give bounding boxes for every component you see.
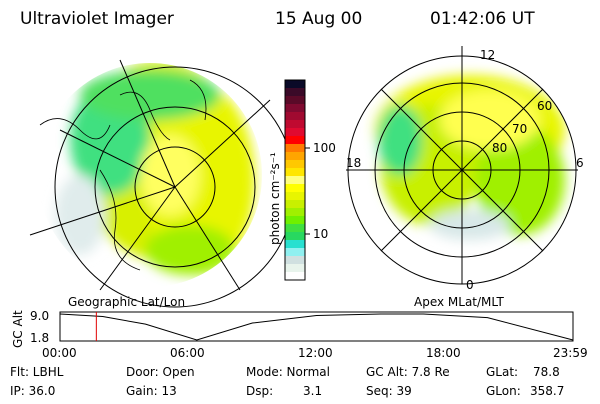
x-tick-1200: 12:00 [298, 346, 333, 360]
colorbar-band [285, 160, 305, 169]
mlat-60-label: 60 [537, 99, 552, 113]
date-label: 15 Aug 00 [275, 9, 362, 29]
colorbar-tick-100: 100 [313, 141, 336, 155]
filter-info: Flt: LBHL [10, 365, 64, 379]
colorbar-band [285, 152, 305, 161]
polar-image [375, 75, 565, 240]
geographic-label: Geographic Lat/Lon [68, 295, 185, 309]
colorbar-band [285, 176, 305, 185]
polar-grid [346, 46, 578, 285]
info-panel: Flt: LBHL IP: 36.0 Door: Open Gain: 13 M… [10, 365, 564, 398]
mode-info: Mode: Normal [246, 365, 330, 379]
y-axis-label: GC Alt [11, 310, 25, 348]
altitude-line [59, 313, 574, 341]
altitude-timeline: GC Alt 9.0 1.8 00:00 06:00 12:00 18:00 2… [11, 309, 588, 360]
colorbar-band [285, 240, 305, 249]
colorbar-band [285, 216, 305, 225]
x-tick-1800: 18:00 [426, 346, 461, 360]
colorbar-band [285, 208, 305, 217]
colorbar-band [285, 200, 305, 209]
door-info: Door: Open [126, 365, 195, 379]
colorbar-band [285, 192, 305, 201]
time-label: 01:42:06 UT [430, 9, 535, 29]
gain-info: Gain: 13 [126, 384, 177, 398]
colorbar-tick-10: 10 [313, 227, 328, 241]
mlat-70-label: 70 [512, 122, 527, 136]
mlt-18-label: 18 [346, 156, 361, 170]
colorbar-band [285, 272, 305, 281]
colorbar-band [285, 224, 305, 233]
colorbar-band [285, 184, 305, 193]
x-tick-0000: 00:00 [42, 346, 77, 360]
x-tick-2359: 23:59 [553, 346, 588, 360]
colorbar: 100 10 photon cm⁻²s⁻¹ [268, 79, 336, 281]
mlt-0-label: 0 [466, 278, 474, 292]
colorbar-band [285, 136, 305, 145]
seq-info: Seq: 39 [366, 384, 412, 398]
glon-label: GLon: [486, 384, 521, 398]
mlt-12-label: 12 [480, 48, 495, 62]
dsp-value: 3.1 [303, 384, 322, 398]
dsp-label: Dsp: [246, 384, 273, 398]
instrument-title: Ultraviolet Imager [20, 9, 174, 29]
glon-value: 358.7 [530, 384, 564, 398]
colorbar-band [285, 264, 305, 273]
gc-alt-info: GC Alt: 7.8 Re [366, 365, 450, 379]
glat-label: GLat: [486, 365, 518, 379]
colorbar-band [285, 232, 305, 241]
colorbar-band [285, 112, 305, 121]
colorbar-unit-label: photon cm⁻²s⁻¹ [268, 152, 282, 245]
ip-info: IP: 36.0 [10, 384, 55, 398]
apex-label: Apex MLat/MLT [414, 295, 504, 309]
mlt-6-label: 6 [576, 156, 584, 170]
glat-value: 78.8 [533, 365, 560, 379]
colorbar-band [285, 168, 305, 177]
colorbar-band [285, 104, 305, 113]
y-tick-min: 1.8 [30, 331, 49, 345]
x-tick-0600: 06:00 [170, 346, 205, 360]
colorbar-band [285, 120, 305, 129]
colorbar-band [285, 88, 305, 97]
colorbar-band [285, 128, 305, 137]
geographic-image [55, 63, 255, 275]
colorbar-band [285, 80, 305, 89]
colorbar-band [285, 96, 305, 105]
y-tick-max: 9.0 [30, 309, 49, 323]
colorbar-band [285, 248, 305, 257]
mlat-80-label: 80 [492, 141, 507, 155]
colorbar-band [285, 144, 305, 153]
colorbar-band [285, 256, 305, 265]
